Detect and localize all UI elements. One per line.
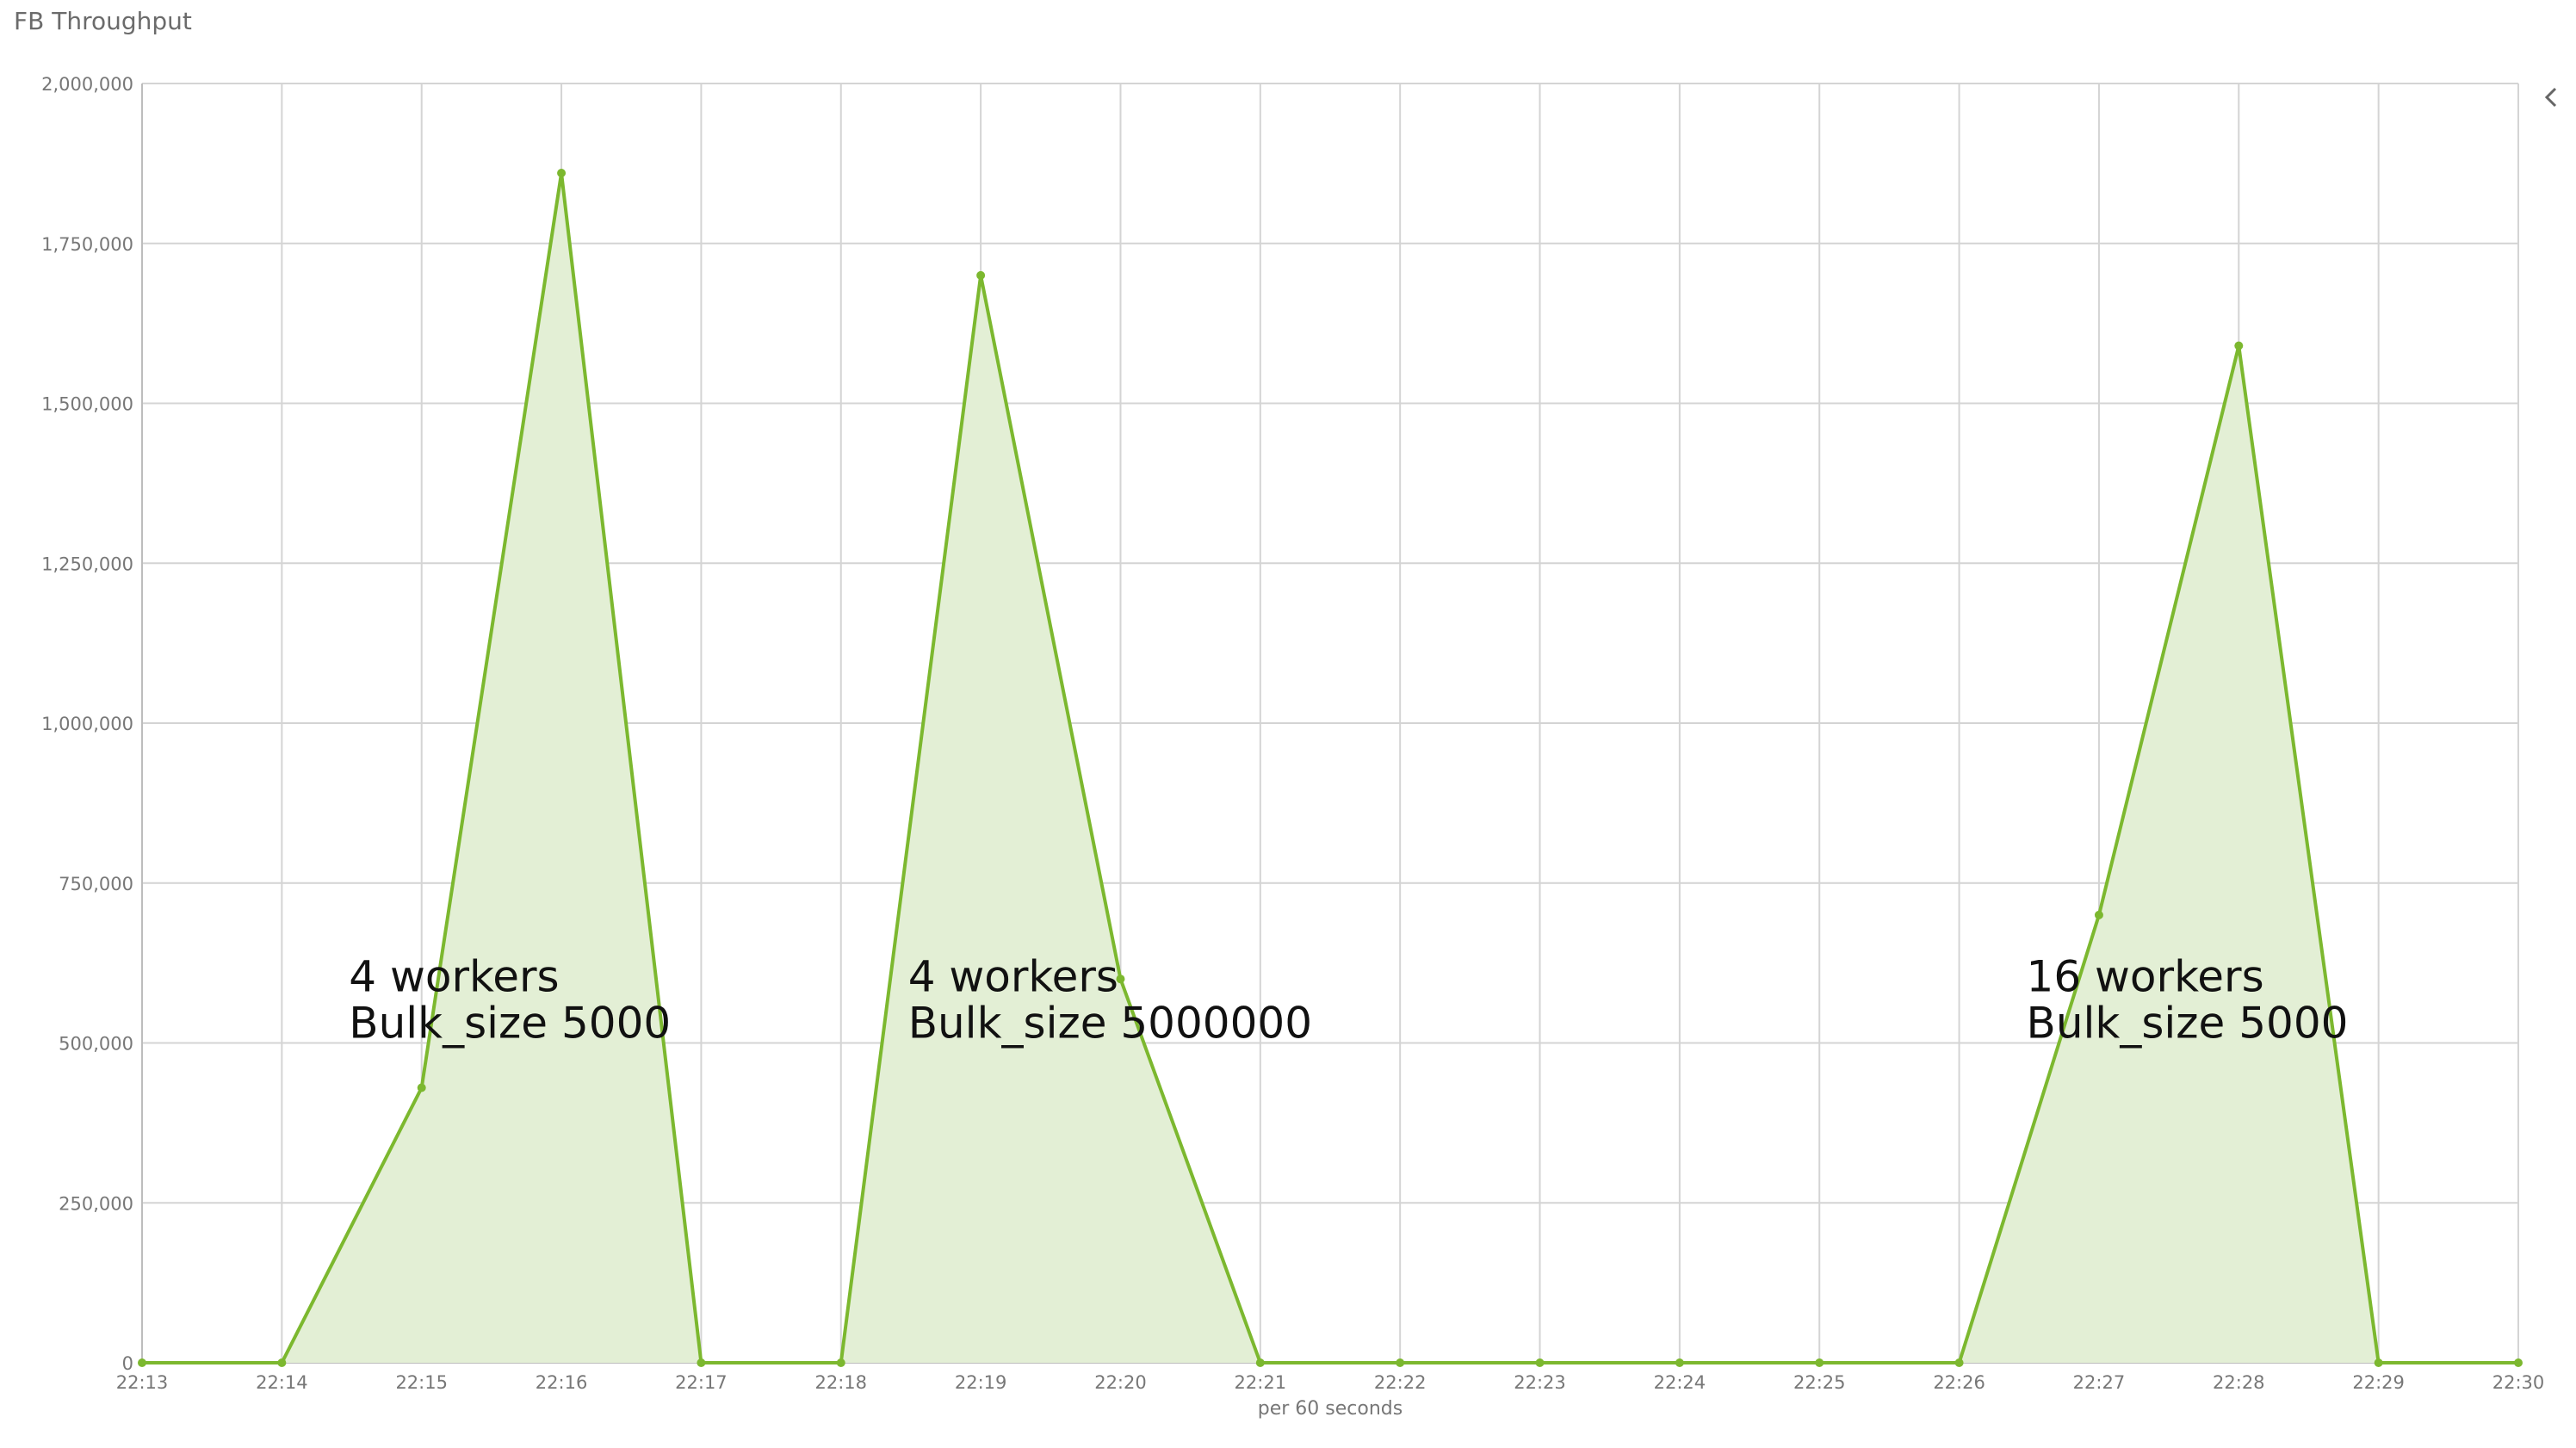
x-tick-label: 22:29: [2352, 1372, 2405, 1393]
data-point[interactable]: [138, 1358, 146, 1367]
y-tick-label: 1,250,000: [41, 554, 133, 574]
annotation-label: 16 workers: [2027, 952, 2264, 1002]
data-point[interactable]: [277, 1358, 287, 1367]
x-tick-label: 22:16: [536, 1372, 588, 1393]
y-tick-label: 1,750,000: [41, 234, 133, 255]
x-tick-label: 22:17: [675, 1372, 728, 1393]
x-tick-label: 22:15: [395, 1372, 448, 1393]
annotation-label: Bulk_size 5000: [2027, 999, 2349, 1049]
data-point[interactable]: [1675, 1358, 1684, 1367]
y-tick-label: 500,000: [59, 1034, 133, 1055]
x-tick-label: 22:21: [1235, 1372, 1287, 1393]
y-tick-label: 250,000: [59, 1193, 133, 1214]
data-point[interactable]: [557, 169, 567, 178]
annotation-label: Bulk_size 5000: [349, 999, 671, 1049]
x-tick-label: 22:14: [256, 1372, 308, 1393]
x-axis-caption: per 60 seconds: [1258, 1398, 1403, 1420]
data-point[interactable]: [2514, 1358, 2523, 1367]
data-point[interactable]: [976, 270, 986, 280]
x-tick-label: 22:24: [1654, 1372, 1706, 1393]
panel-title: FB Throughput: [14, 7, 192, 35]
x-tick-label: 22:23: [1514, 1372, 1566, 1393]
y-tick-label: 2,000,000: [41, 74, 133, 95]
x-tick-label: 22:20: [1094, 1372, 1147, 1393]
data-point[interactable]: [1815, 1358, 1824, 1367]
data-point[interactable]: [836, 1358, 845, 1367]
y-tick-label: 1,500,000: [41, 394, 133, 415]
data-point[interactable]: [2234, 341, 2244, 350]
x-tick-label: 22:22: [1374, 1372, 1427, 1393]
data-point[interactable]: [1396, 1358, 1405, 1367]
series-line: [142, 171, 2518, 1364]
y-tick-label: 1,000,000: [41, 714, 133, 734]
y-tick-label: 0: [122, 1353, 133, 1374]
data-point[interactable]: [1255, 1358, 1265, 1367]
data-point[interactable]: [1116, 975, 1125, 984]
x-tick-label: 22:30: [2492, 1372, 2545, 1393]
x-tick-label: 22:26: [1933, 1372, 1985, 1393]
y-tick-label: 750,000: [59, 874, 133, 894]
data-point[interactable]: [697, 1358, 706, 1367]
x-tick-label: 22:27: [2073, 1372, 2126, 1393]
data-point[interactable]: [1954, 1358, 1964, 1367]
data-point[interactable]: [2374, 1358, 2383, 1367]
chevron-left-icon[interactable]: [2538, 84, 2564, 110]
x-tick-label: 22:13: [116, 1372, 169, 1393]
annotation-label: Bulk_size 5000000: [908, 999, 1312, 1049]
x-tick-label: 22:19: [955, 1372, 1007, 1393]
data-point[interactable]: [1535, 1358, 1545, 1367]
x-tick-label: 22:18: [814, 1372, 867, 1393]
annotation-label: 4 workers: [908, 952, 1118, 1002]
x-tick-label: 22:28: [2213, 1372, 2265, 1393]
x-tick-label: 22:25: [1793, 1372, 1846, 1393]
annotation-label: 4 workers: [349, 952, 559, 1002]
series-area: [142, 173, 2518, 1363]
data-point[interactable]: [417, 1083, 426, 1092]
data-point[interactable]: [2094, 910, 2103, 919]
